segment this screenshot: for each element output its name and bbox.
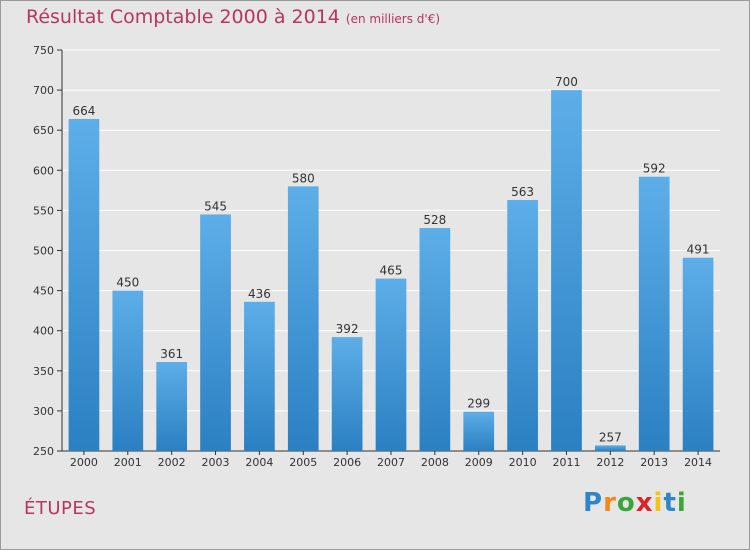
data-label-2011: 700 — [555, 75, 578, 89]
title-unit: (en milliers d'€) — [345, 12, 441, 26]
bar-2010 — [507, 199, 538, 451]
data-label-2005: 580 — [292, 171, 315, 185]
data-label-2010: 563 — [511, 185, 534, 199]
y-tick-label: 350 — [33, 365, 54, 378]
data-label-2012: 257 — [599, 430, 622, 444]
chart-title: Résultat Comptable 2000 à 2014 (en millie… — [26, 6, 440, 28]
x-tick-label-2002: 2002 — [158, 456, 186, 469]
logo-letter: o — [616, 488, 636, 518]
data-label-2002: 361 — [160, 347, 183, 361]
logo-letter: i — [653, 488, 664, 518]
y-tick-label: 400 — [33, 325, 54, 338]
bar-2003 — [200, 214, 231, 451]
logo-letter: t — [663, 488, 677, 518]
proxiti-logo: Proxiti — [583, 488, 687, 518]
y-tick-label: 650 — [33, 124, 54, 137]
x-tick-label-2004: 2004 — [245, 456, 273, 469]
logo-letter: x — [635, 488, 654, 518]
bar-2012 — [594, 445, 626, 451]
bar-2000 — [68, 118, 100, 452]
data-label-2000: 664 — [72, 104, 95, 118]
logo-letter: P — [583, 488, 604, 518]
y-tick-label: 250 — [33, 445, 54, 458]
x-tick-label-2007: 2007 — [377, 456, 405, 469]
bar-2008 — [419, 228, 451, 451]
data-label-2007: 465 — [380, 264, 403, 278]
data-label-2014: 491 — [687, 243, 710, 257]
y-tick-label: 600 — [33, 164, 54, 177]
bar-2004 — [244, 301, 275, 451]
data-label-2001: 450 — [116, 276, 139, 290]
bars — [68, 90, 714, 452]
bar-2011 — [551, 90, 582, 451]
bar-2007 — [375, 278, 407, 451]
x-tick-label-2005: 2005 — [289, 456, 317, 469]
x-tick-label-2006: 2006 — [333, 456, 361, 469]
y-tick-label: 700 — [33, 84, 54, 97]
data-label-2013: 592 — [643, 162, 666, 176]
data-label-2004: 436 — [248, 287, 271, 301]
logo-letter: r — [603, 488, 617, 518]
x-tick-label-2000: 2000 — [70, 456, 98, 469]
bar-2001 — [112, 290, 144, 451]
bar-2006 — [331, 337, 363, 451]
x-tick-label-2014: 2014 — [684, 456, 712, 469]
y-tick-label: 750 — [33, 44, 54, 57]
data-label-2006: 392 — [336, 322, 359, 336]
bar-2002 — [156, 361, 188, 451]
bar-2014 — [682, 257, 714, 451]
x-tick-label-2001: 2001 — [114, 456, 142, 469]
x-tick-label-2009: 2009 — [465, 456, 493, 469]
y-tick-label: 300 — [33, 405, 54, 418]
y-tick-labels: 250 300 350 400 450 500 550 600 650 700 750 — [33, 44, 54, 458]
town-name: ÉTUPES — [24, 498, 97, 519]
x-tick-labels: 2000 2001 2002 2003 2004 2005 2006 2007 2008 2009… — [70, 456, 712, 469]
bar-2009 — [463, 411, 495, 451]
y-tick-label: 500 — [33, 245, 54, 258]
x-tick-label-2003: 2003 — [202, 456, 230, 469]
x-tick-label-2011: 2011 — [552, 456, 580, 469]
x-tick-label-2008: 2008 — [421, 456, 449, 469]
y-tick-label: 550 — [33, 204, 54, 217]
bar-2005 — [287, 186, 319, 451]
data-label-2009: 299 — [467, 397, 490, 411]
title-text: Résultat Comptable 2000 à 2014 — [26, 6, 340, 28]
logo-letter: i — [676, 488, 687, 518]
data-labels: 664 450 361 545 436 580 392 465 528 299 563 700 257 5… — [72, 75, 709, 444]
bar-2013 — [638, 176, 670, 451]
x-tick-label-2013: 2013 — [640, 456, 668, 469]
y-tick-label: 450 — [33, 285, 54, 298]
data-label-2008: 528 — [423, 213, 446, 227]
x-tick-label-2010: 2010 — [509, 456, 537, 469]
data-label-2003: 545 — [204, 199, 227, 213]
x-tick-label-2012: 2012 — [596, 456, 624, 469]
